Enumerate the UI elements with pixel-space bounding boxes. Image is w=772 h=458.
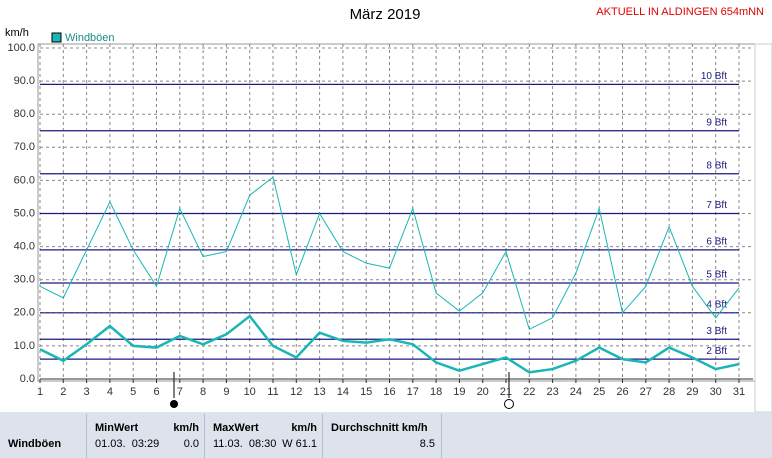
x-tick-label: 13: [313, 386, 325, 398]
legend-label: Windböen: [65, 32, 115, 44]
x-tick-label: 1: [37, 386, 43, 398]
x-tick-label: 17: [407, 386, 419, 398]
x-tick-label: 12: [290, 386, 302, 398]
x-tick-label: 5: [130, 386, 136, 398]
station-label: AKTUELL IN ALDINGEN 654mNN: [596, 6, 764, 18]
x-tick-label: 9: [223, 386, 229, 398]
stats-cell: Windböen: [0, 414, 86, 458]
chart-title: März 2019: [350, 6, 421, 23]
bft-label: 9 Bft: [706, 117, 727, 128]
stats-panel: Windböen MinWert km/h 01.03. 03:29 0.0 M…: [0, 412, 772, 458]
row-label: Windböen: [8, 438, 62, 450]
min-unit: km/h: [173, 422, 199, 434]
x-tick-label: 16: [383, 386, 395, 398]
min-time: 01.03. 03:29: [95, 438, 160, 450]
y-tick-label: 100.0: [7, 42, 35, 54]
avg-header: Durchschnitt km/h: [331, 422, 428, 434]
max-time: 11.03. 08:30: [213, 438, 277, 450]
x-tick-label: 26: [616, 386, 628, 398]
x-tick-label: 31: [733, 386, 745, 398]
x-tick-label: 15: [360, 386, 372, 398]
x-tick-label: 29: [686, 386, 698, 398]
chart: März 2019 AKTUELL IN ALDINGEN 654mNN km/…: [5, 6, 772, 412]
x-tick-label: 18: [430, 386, 442, 398]
y-tick-label: 10.0: [14, 340, 35, 352]
stats-cell: MinWert km/h 01.03. 03:29 0.0: [86, 414, 205, 458]
x-tick-label: 27: [640, 386, 652, 398]
x-tick-label: 19: [453, 386, 465, 398]
bft-label: 3 Bft: [706, 326, 727, 337]
y-tick-label: 70.0: [14, 141, 35, 153]
max-unit: km/h: [291, 422, 317, 434]
x-tick-label: 4: [107, 386, 113, 398]
max-value: W 61.1: [282, 438, 317, 450]
x-tick-label: 11: [267, 386, 278, 398]
y-tick-label: 80.0: [14, 108, 35, 120]
bft-label: 2 Bft: [706, 346, 727, 357]
x-tick-label: 20: [477, 386, 489, 398]
min-header: MinWert: [95, 422, 139, 434]
side-strip: [754, 43, 772, 412]
x-tick-label: 7: [177, 386, 183, 398]
bft-label: 7 Bft: [706, 200, 727, 211]
stats-cell: Durchschnitt km/h 8.5: [322, 414, 442, 458]
x-tick-label: 8: [200, 386, 206, 398]
min-value: 0.0: [183, 438, 199, 450]
x-tick-label: 28: [663, 386, 675, 398]
y-unit: km/h: [5, 27, 29, 39]
bft-label: 5 Bft: [706, 270, 727, 281]
x-tick-label: 23: [546, 386, 558, 398]
x-tick-label: 14: [337, 386, 349, 398]
y-tick-label: 30.0: [14, 274, 35, 286]
x-tick-label: 30: [710, 386, 722, 398]
moon-new: [170, 400, 178, 408]
bft-label: 8 Bft: [706, 160, 727, 171]
x-tick-label: 22: [523, 386, 535, 398]
y-tick-label: 60.0: [14, 174, 35, 186]
x-tick-label: 6: [153, 386, 159, 398]
y-tick-label: 40.0: [14, 241, 35, 253]
legend-swatch: [51, 32, 62, 43]
y-tick-label: 90.0: [14, 75, 35, 87]
x-tick-label: 25: [593, 386, 605, 398]
y-tick-label: 50.0: [14, 207, 35, 219]
x-tick-label: 2: [60, 386, 66, 398]
y-tick-label: 0.0: [20, 373, 35, 385]
series-line: [39, 176, 740, 331]
moon-full: [504, 399, 514, 409]
x-tick-label: 3: [84, 386, 90, 398]
bft-label: 6 Bft: [706, 237, 727, 248]
avg-value: 8.5: [419, 438, 435, 450]
stats-cell: MaxWert km/h 11.03. 08:30 W 61.1: [204, 414, 323, 458]
bft-label: 4 Bft: [706, 299, 727, 310]
x-tick-label: 24: [570, 386, 582, 398]
y-tick-label: 20.0: [14, 307, 35, 319]
max-header: MaxWert: [213, 422, 259, 434]
x-tick-label: 21: [500, 386, 512, 398]
plot-frame: [37, 43, 756, 382]
bft-label: 10 Bft: [701, 71, 727, 82]
series-line: [39, 314, 740, 374]
x-tick-label: 10: [244, 386, 256, 398]
